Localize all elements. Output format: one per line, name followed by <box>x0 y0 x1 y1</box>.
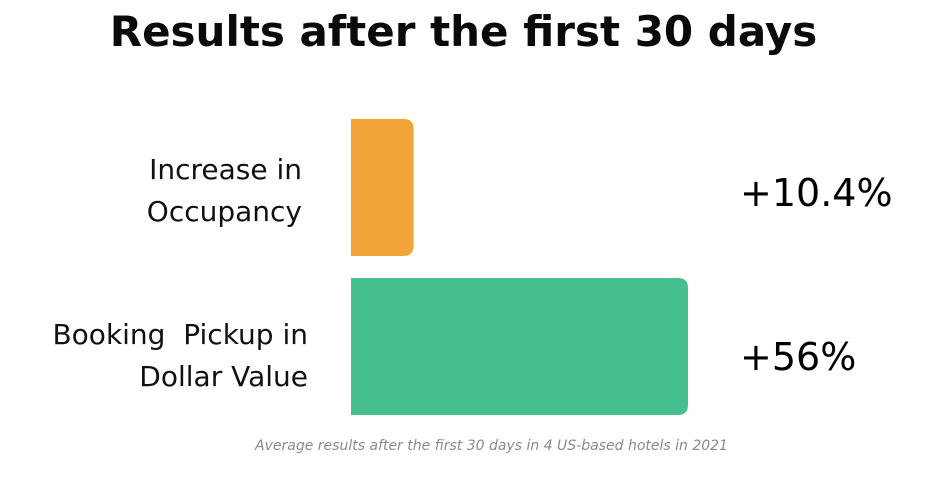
category-label-booking-pickup: Booking Pickup in Dollar Value <box>0 314 308 398</box>
bar-occupancy <box>351 119 414 256</box>
bar-booking-pickup <box>351 278 688 415</box>
footnote: Average results after the first 30 days … <box>255 438 728 454</box>
data-label-occupancy: +10.4% <box>740 171 893 215</box>
category-label-occupancy: Increase in Occupancy <box>60 149 302 233</box>
category-label-line: Occupancy <box>146 195 302 228</box>
data-label-booking-pickup: +56% <box>740 335 857 379</box>
category-label-line: Increase in <box>149 153 302 186</box>
category-label-line: Booking Pickup in <box>52 318 308 351</box>
category-label-line: Dollar Value <box>139 360 308 393</box>
chart-title: Results after the first 30 days <box>109 7 818 56</box>
